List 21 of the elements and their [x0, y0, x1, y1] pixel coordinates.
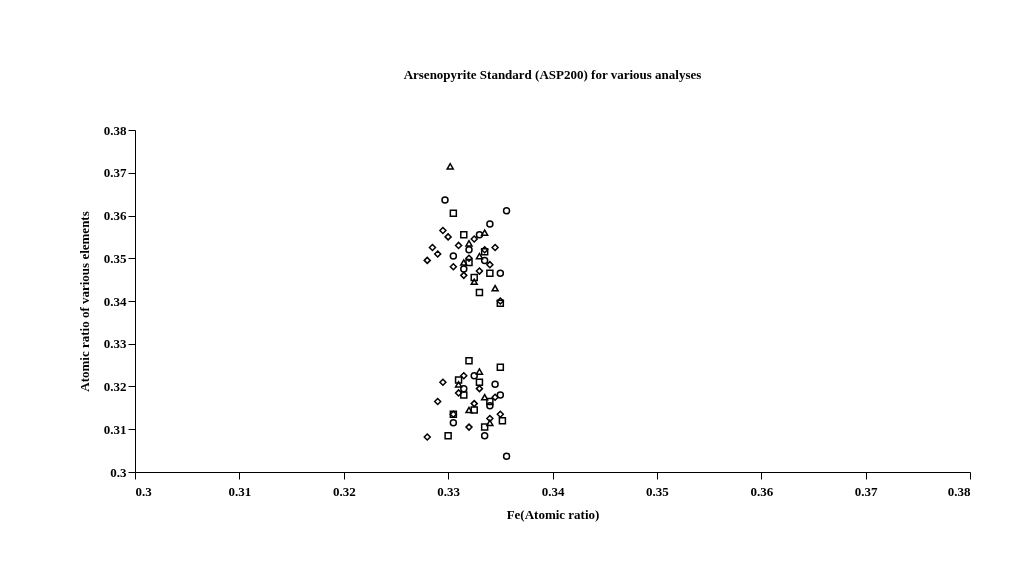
x-tick-label: 0.33	[437, 483, 461, 499]
x-axis-title: Fe(Atomic ratio)	[506, 506, 600, 522]
x-tick-label: 0.3	[135, 483, 153, 499]
x-tick-label: 0.36	[750, 483, 774, 499]
x-tick-label: 0.32	[332, 483, 356, 499]
y-axis-title: Atomic ratio of various elements	[76, 211, 92, 392]
chart-title: Arsenopyrite Standard (ASP200) for various analyses	[403, 67, 702, 82]
x-tick-label: 0.31	[228, 483, 252, 499]
x-tick-label: 0.35	[646, 483, 670, 499]
y-tick-label: 0.36	[103, 208, 127, 223]
y-tick-label: 0.38	[103, 122, 127, 138]
y-tick-label: 0.33	[103, 336, 127, 352]
x-tick-label: 0.34	[541, 483, 565, 499]
y-tick-label: 0.37	[103, 165, 127, 181]
y-tick-label: 0.34	[103, 293, 127, 309]
y-tick-label: 0.31	[103, 421, 127, 437]
y-tick-label: 0.3	[110, 464, 127, 480]
x-tick-label: 0.38	[947, 483, 971, 499]
y-tick-label: 0.32	[103, 379, 127, 394]
y-tick-label: 0.35	[103, 250, 127, 266]
x-tick-label: 0.37	[854, 483, 878, 499]
